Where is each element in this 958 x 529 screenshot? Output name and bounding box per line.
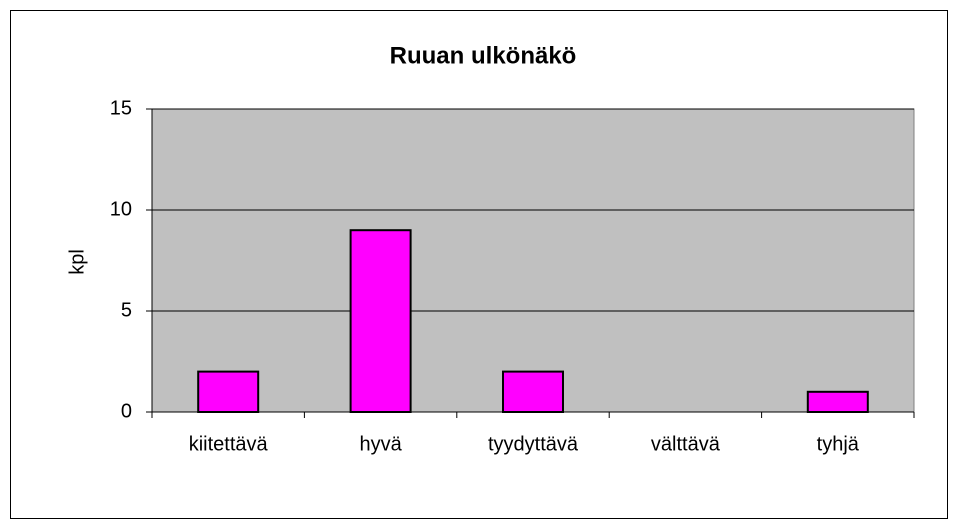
bar (197, 370, 260, 414)
x-tick-label: tyydyttävä (488, 433, 579, 455)
bar (502, 370, 564, 414)
x-tick-label: hyvä (359, 433, 402, 455)
y-tick-label: 5 (121, 299, 132, 321)
x-tick-label: välttävä (651, 433, 721, 455)
y-axis-label: kpl (66, 249, 88, 275)
y-tick-label: 0 (121, 400, 132, 422)
x-tick-label: kiitettävä (189, 433, 269, 455)
bar (806, 390, 869, 413)
y-tick-label: 15 (110, 97, 132, 119)
y-tick-label: 10 (110, 198, 132, 220)
plot-area (151, 108, 915, 413)
chart-title: Ruuan ulkönäkö (390, 42, 577, 69)
bar (349, 229, 412, 413)
x-tick-label: tyhjä (817, 433, 860, 455)
